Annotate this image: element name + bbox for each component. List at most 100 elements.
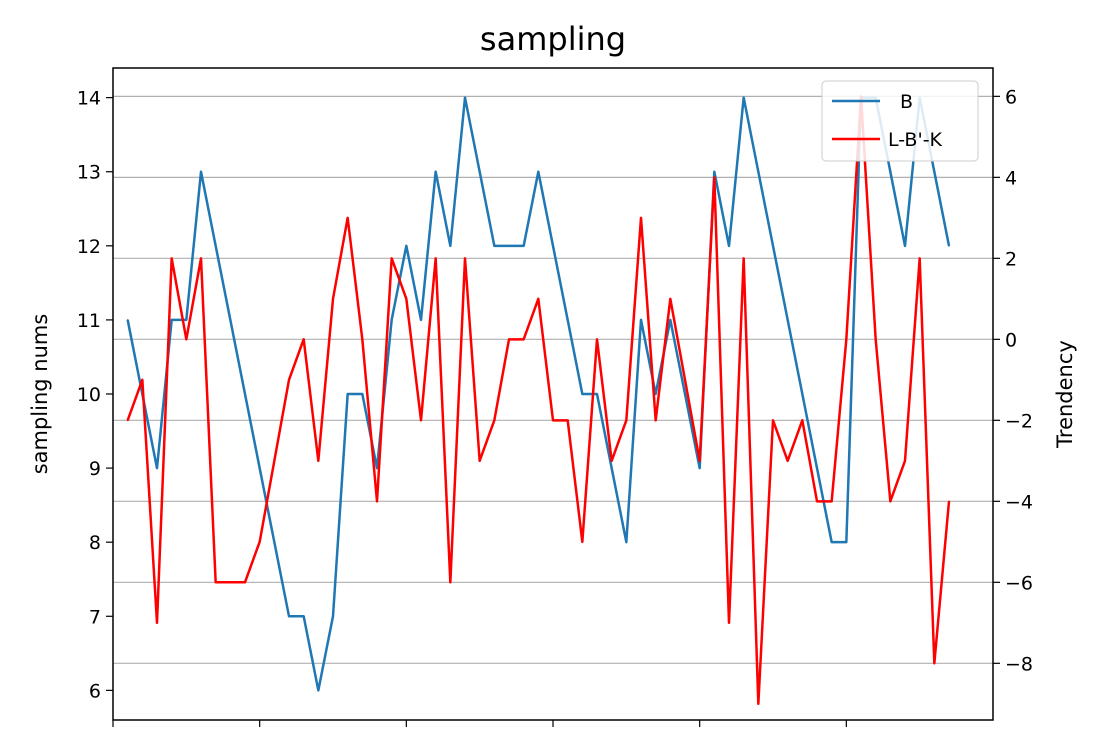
data-point-lbk <box>654 419 657 422</box>
gridlines <box>113 95 993 664</box>
data-point-b <box>361 393 364 395</box>
data-point-b <box>581 393 584 395</box>
data-point-b <box>493 245 496 247</box>
data-point-b <box>244 393 246 395</box>
data-point-b <box>698 467 701 469</box>
data-point-lbk <box>640 217 642 219</box>
data-point-b <box>464 96 466 99</box>
data-point-b <box>346 393 349 395</box>
data-point-lbk <box>376 500 378 503</box>
data-point-b <box>126 319 129 321</box>
data-point-b <box>772 245 774 247</box>
data-point-lbk <box>332 298 334 300</box>
data-point-b <box>757 170 760 173</box>
data-point-b <box>566 319 569 321</box>
data-point-lbk <box>816 500 818 503</box>
data-point-lbk <box>772 419 774 422</box>
left-tick-label: 6 <box>89 680 101 702</box>
data-point-lbk <box>258 541 261 543</box>
data-point-lbk <box>464 257 466 260</box>
data-point-lbk <box>566 419 569 422</box>
data-point-b <box>669 319 672 321</box>
data-point-lbk <box>889 500 892 503</box>
right-tick-label: −8 <box>1005 653 1033 675</box>
data-point-b <box>742 96 745 99</box>
data-point-b <box>596 393 598 395</box>
data-point-lbk <box>493 419 496 422</box>
data-point-lbk <box>156 622 158 624</box>
data-point-b <box>625 541 628 543</box>
data-point-b <box>317 689 320 692</box>
legend: B L-B'-K <box>821 80 979 162</box>
left-tick-label: 9 <box>89 458 101 480</box>
data-point-lbk <box>948 500 950 503</box>
left-tick-label: 12 <box>77 236 101 258</box>
data-point-b <box>434 170 437 173</box>
data-point-lbk <box>273 460 276 462</box>
data-point-lbk <box>214 581 217 584</box>
data-point-b <box>376 467 378 469</box>
data-point-lbk <box>845 338 848 341</box>
data-point-b <box>830 541 833 543</box>
left-axis: 6 7 8 9 10 11 12 13 14 <box>77 88 113 702</box>
data-point-lbk <box>405 298 408 300</box>
data-point-lbk <box>581 541 584 543</box>
data-point-lbk <box>874 338 877 341</box>
data-point-lbk <box>420 419 422 422</box>
legend-label-b: B <box>900 91 913 113</box>
data-point-b <box>610 467 613 469</box>
data-point-b <box>508 245 510 247</box>
data-point-b <box>713 170 716 173</box>
data-point-lbk <box>170 257 173 260</box>
right-tick-label: −4 <box>1005 491 1033 513</box>
data-point-lbk <box>698 460 701 462</box>
data-point-lbk <box>801 419 804 422</box>
data-point-lbk <box>918 257 921 260</box>
data-point-b <box>728 245 730 247</box>
data-point-b <box>449 245 452 247</box>
right-tick-label: 4 <box>1005 167 1017 189</box>
chart-title: sampling <box>480 20 626 58</box>
data-point-lbk <box>610 460 613 462</box>
legend-label-lbk: L-B'-K <box>888 129 943 151</box>
data-point-lbk <box>200 257 202 260</box>
series-line-lbk <box>126 95 951 706</box>
data-point-b <box>288 615 290 618</box>
data-point-lbk <box>522 338 525 341</box>
data-point-b <box>654 393 657 395</box>
data-point-b <box>478 170 481 173</box>
data-point-b <box>522 245 525 247</box>
data-point-b <box>185 319 188 321</box>
data-point-b <box>332 615 334 618</box>
data-point-b <box>889 170 892 173</box>
left-tick-label: 7 <box>89 606 101 628</box>
data-point-b <box>904 245 906 247</box>
data-point-lbk <box>625 419 628 422</box>
data-point-b <box>552 245 554 247</box>
data-point-b <box>302 615 305 618</box>
left-tick-label: 11 <box>77 310 101 332</box>
right-tick-label: 6 <box>1005 86 1017 108</box>
y2-axis-title: Trendency <box>1053 340 1077 449</box>
data-point-lbk <box>933 662 936 665</box>
data-point-b <box>273 541 276 543</box>
right-axis: 6 4 2 0 −2 −4 −6 −8 <box>993 86 1033 675</box>
data-point-lbk <box>434 257 437 260</box>
data-point-b <box>229 319 232 321</box>
data-point-b <box>258 467 261 469</box>
data-point-b <box>845 541 848 543</box>
data-point-lbk <box>346 217 349 219</box>
data-point-lbk <box>757 703 760 705</box>
data-point-b <box>537 170 540 173</box>
data-point-b <box>640 319 642 321</box>
data-point-lbk <box>288 379 290 381</box>
data-point-lbk <box>361 338 364 341</box>
data-point-lbk <box>185 338 188 341</box>
data-point-lbk <box>390 257 393 260</box>
left-tick-label: 14 <box>77 88 101 110</box>
right-tick-label: 0 <box>1005 329 1017 351</box>
right-tick-label: 2 <box>1005 248 1017 270</box>
data-point-lbk <box>830 500 833 503</box>
data-point-b <box>948 245 950 247</box>
left-tick-label: 8 <box>89 532 101 554</box>
